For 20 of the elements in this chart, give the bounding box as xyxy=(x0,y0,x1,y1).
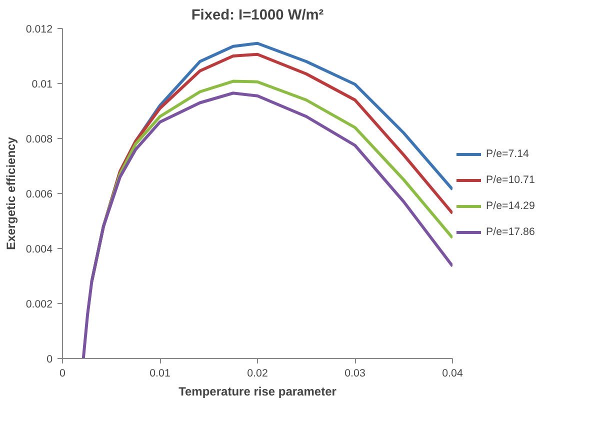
legend-label: P/e=10.71 xyxy=(486,174,535,186)
legend-label: P/e=17.86 xyxy=(486,226,535,238)
y-tick-label: 0.006 xyxy=(26,188,53,200)
y-tick-label: 0.004 xyxy=(26,244,53,256)
y-tick-label: 0.012 xyxy=(26,24,53,36)
line-series xyxy=(82,92,452,358)
y-tick-label: 0 xyxy=(46,354,53,366)
x-tick-label: 0 xyxy=(60,368,66,380)
y-tick-label: 0.008 xyxy=(26,134,53,146)
x-axis-title: Temperature rise parameter xyxy=(178,384,337,398)
y-axis-title: Exergetic efficiency xyxy=(4,136,18,250)
x-tick-label: 0.02 xyxy=(247,368,268,380)
x-tick-label: 0.03 xyxy=(344,368,366,380)
chart-title: Fixed: I=1000 W/m² xyxy=(191,8,324,24)
x-tick-label: 0.04 xyxy=(442,368,463,380)
legend-label: P/e=7.14 xyxy=(486,148,529,160)
y-tick-label: 0.01 xyxy=(32,78,53,90)
y-tick-label: 0.002 xyxy=(26,298,53,310)
x-tick-label: 0.01 xyxy=(150,368,170,380)
legend-label: P/e=14.29 xyxy=(486,200,535,212)
